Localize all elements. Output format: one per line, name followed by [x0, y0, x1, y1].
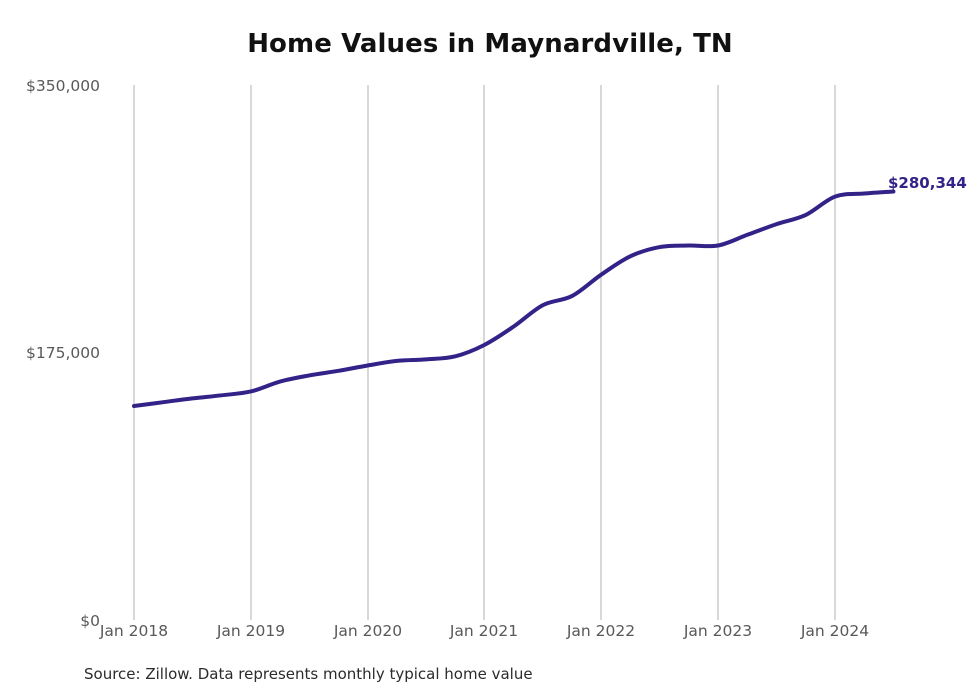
- xtick-label-jan-2024: Jan 2024: [800, 622, 870, 640]
- xtick-label-jan-2022: Jan 2022: [566, 622, 636, 640]
- xtick-label-jan-2020: Jan 2020: [333, 622, 403, 640]
- xtick-label-jan-2021: Jan 2021: [449, 622, 519, 640]
- line-series-typical-home-value: [132, 189, 896, 408]
- source-note: Source: Zillow. Data represents monthly …: [84, 665, 533, 683]
- chart-title: Home Values in Maynardville, TN: [247, 29, 733, 59]
- last-value-annotation: $280,344: [888, 174, 967, 192]
- gridlines-vertical: [133, 85, 836, 620]
- ytick-label-0: $0: [80, 612, 100, 630]
- xtick-label-jan-2019: Jan 2019: [216, 622, 286, 640]
- xtick-label-jan-2018: Jan 2018: [99, 622, 169, 640]
- xtick-label-jan-2023: Jan 2023: [683, 622, 753, 640]
- ytick-label-350000: $350,000: [26, 77, 100, 95]
- ytick-label-175000: $175,000: [26, 344, 100, 362]
